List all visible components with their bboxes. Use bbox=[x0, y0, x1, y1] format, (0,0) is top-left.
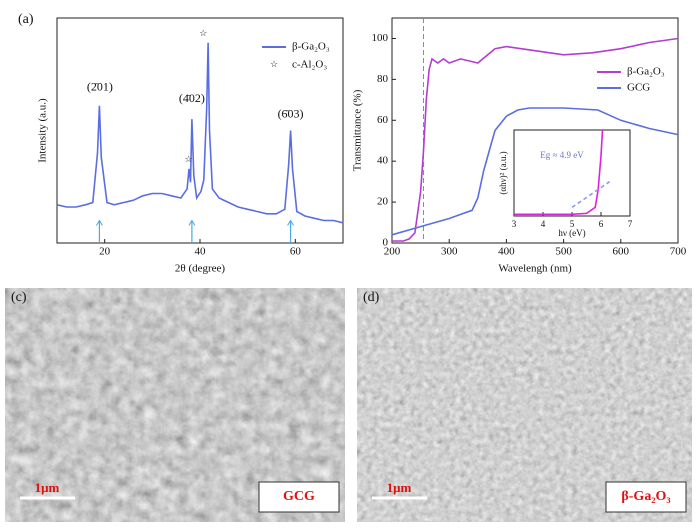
x-tick-label: 300 bbox=[441, 246, 458, 258]
y-axis-label: Transmittance (%) bbox=[352, 89, 364, 171]
peak-arrowhead bbox=[188, 219, 196, 226]
x-tick-label: 5 bbox=[570, 219, 575, 229]
y-tick-label: 80 bbox=[377, 73, 389, 85]
y-tick-label: 60 bbox=[377, 114, 389, 126]
legend-marker: ☆ bbox=[270, 59, 278, 69]
star-marker: ☆ bbox=[185, 154, 193, 164]
x-tick-label: 200 bbox=[384, 246, 401, 258]
x-tick-label: 700 bbox=[670, 246, 687, 258]
panel-label: (a) bbox=[18, 12, 34, 27]
y-tick-label: 20 bbox=[377, 196, 389, 208]
panel-label: (d) bbox=[363, 290, 380, 305]
y-axis-label: (αhν)² (a.u.) bbox=[498, 151, 508, 194]
peak-arrowhead bbox=[287, 219, 294, 226]
peak-arrowhead bbox=[95, 219, 103, 226]
x-tick-label: 600 bbox=[613, 246, 630, 258]
caption-box bbox=[258, 481, 340, 513]
x-tick-label: 3 bbox=[512, 219, 517, 229]
plot-frame bbox=[513, 129, 631, 217]
plot-frame bbox=[56, 17, 344, 244]
legend-label: GCG bbox=[627, 82, 650, 94]
y-tick-label: 0 bbox=[383, 237, 389, 249]
x-tick-label: 40 bbox=[195, 246, 207, 258]
data-line bbox=[514, 129, 604, 216]
x-tick-label: 20 bbox=[99, 246, 111, 258]
peak-label: (4̄02) bbox=[179, 91, 205, 105]
star-marker: ☆ bbox=[199, 28, 207, 38]
x-tick-label: 500 bbox=[555, 246, 572, 258]
peak-label: (2̄01) bbox=[87, 80, 113, 94]
x-axis-label: 2θ (degree) bbox=[175, 263, 225, 275]
data-line bbox=[56, 42, 344, 224]
caption: β-Ga₂O₃ bbox=[621, 489, 670, 504]
legend-label: c-Al₂O₃ bbox=[292, 59, 327, 71]
x-axis-label: Wavelengh (nm) bbox=[498, 263, 572, 275]
peak-label: (6̄03) bbox=[278, 107, 304, 121]
y-tick-label: 40 bbox=[377, 155, 389, 167]
x-tick-label: 60 bbox=[290, 246, 302, 258]
x-tick-label: 4 bbox=[541, 219, 546, 229]
data-line bbox=[391, 107, 679, 236]
data-line bbox=[392, 37, 679, 242]
inset-annotation: Eg ≈ 4.9 eV bbox=[540, 150, 584, 160]
caption: GCG bbox=[283, 489, 315, 504]
data-line bbox=[571, 180, 611, 209]
x-tick-label: 400 bbox=[498, 246, 515, 258]
scale-bar-label: 1μm bbox=[35, 480, 60, 495]
legend-label: β-Ga₂O₃ bbox=[627, 66, 665, 78]
y-axis-label: Intensity (a.u.) bbox=[37, 98, 49, 163]
x-tick-label: 7 bbox=[628, 219, 633, 229]
panel-label: (c) bbox=[11, 290, 27, 305]
caption-box bbox=[605, 481, 687, 513]
y-tick-label: 100 bbox=[372, 32, 389, 44]
legend-label: β-Ga₂O₃ bbox=[292, 41, 330, 53]
scale-bar-label: 1μm bbox=[387, 480, 412, 495]
x-tick-label: 6 bbox=[599, 219, 604, 229]
x-axis-label: hν (eV) bbox=[558, 228, 585, 238]
